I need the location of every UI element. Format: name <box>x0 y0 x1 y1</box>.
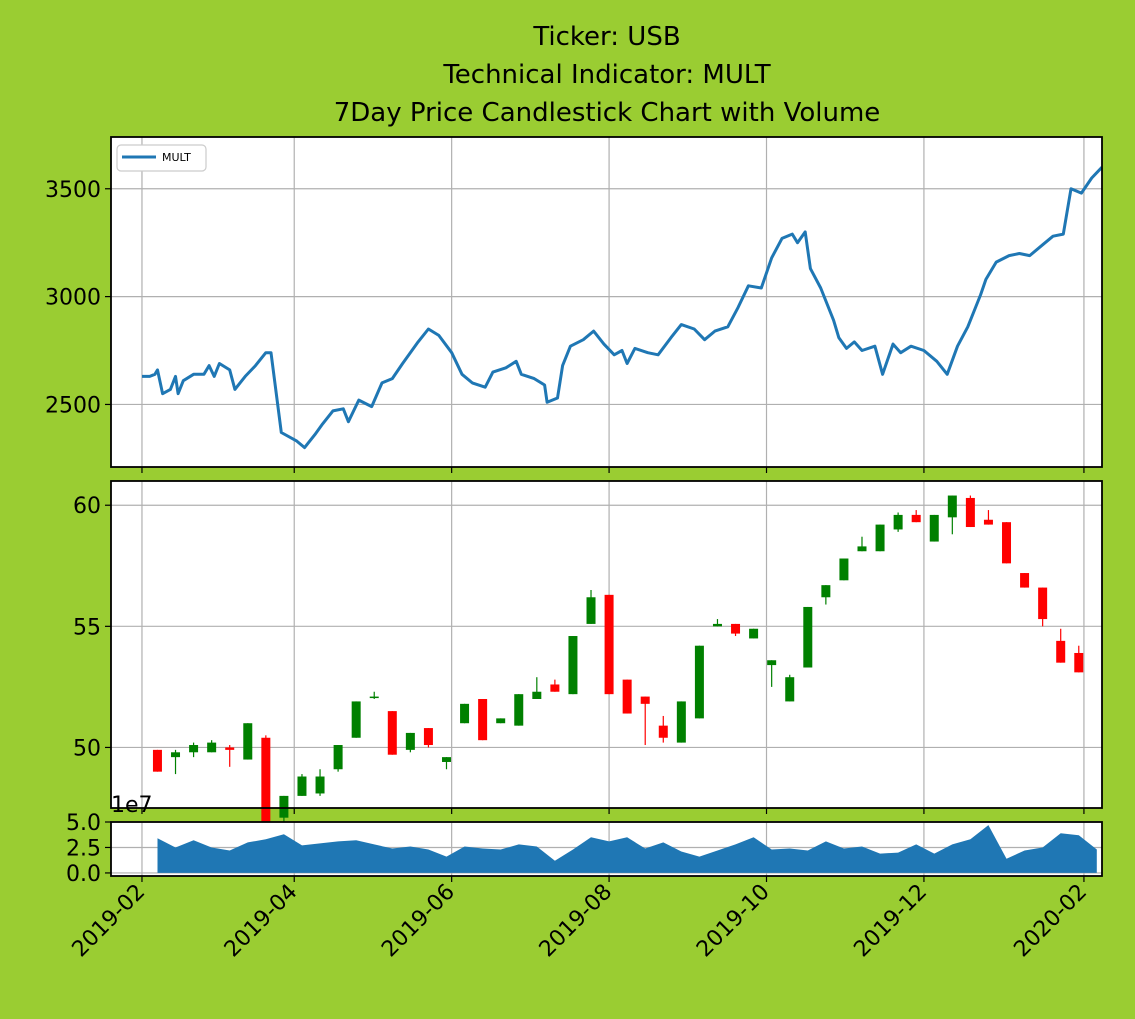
candle-body <box>207 742 217 753</box>
candle-body <box>749 628 759 639</box>
price-y-tick-label: 50 <box>73 736 101 761</box>
x-tick-label: 2019-02 <box>68 880 151 963</box>
candle-body <box>1002 522 1012 564</box>
candle-body <box>731 623 741 634</box>
x-tick-label: 2019-08 <box>535 880 618 963</box>
candle-body <box>1056 640 1066 663</box>
candle-body <box>405 732 415 750</box>
candle-body <box>478 699 488 741</box>
date-axis: 2019-02 2019-04 2019-06 2019-08 2019-10 2019-… <box>68 880 1093 963</box>
candle-body <box>423 728 433 746</box>
candle-body <box>839 558 849 581</box>
x-tick-label: 2019-10 <box>692 880 775 963</box>
candle-body <box>496 718 506 724</box>
candle-body <box>568 636 578 695</box>
mult-series-line <box>142 166 1104 450</box>
candle-body <box>712 623 722 627</box>
candle-body <box>676 701 686 743</box>
candle-body <box>640 696 650 704</box>
candle-body <box>622 679 632 714</box>
candle-body <box>911 514 921 523</box>
candle-body <box>929 514 939 542</box>
legend-box <box>116 144 207 172</box>
candle-body <box>225 747 235 750</box>
indicator-y-tick-label: 3500 <box>45 178 101 203</box>
candle-body <box>333 745 343 770</box>
candle-body <box>387 711 397 755</box>
candle-body <box>189 745 199 753</box>
indicator-panel: 2500 3000 3500 MULT <box>45 136 1104 473</box>
candle-body <box>315 776 325 794</box>
candle-body <box>532 691 542 699</box>
indicator-y-tick-label: 3000 <box>45 286 101 311</box>
volume-area <box>157 825 1097 873</box>
candle-body <box>1074 652 1084 673</box>
candle-body <box>460 703 470 724</box>
volume-y-tick-label: 2.5 <box>66 836 101 861</box>
candle-body <box>171 752 181 758</box>
x-tick-label: 2019-12 <box>849 880 932 963</box>
candle-body <box>857 546 867 552</box>
candle-body <box>875 524 885 552</box>
candle-body <box>441 757 451 762</box>
x-tick-label: 2019-04 <box>220 880 303 963</box>
price-y-tick-label: 55 <box>73 615 101 640</box>
volume-offset-label: 1e7 <box>111 793 153 818</box>
x-tick-label: 2019-06 <box>377 880 460 963</box>
price-y-tick-label: 60 <box>73 494 101 519</box>
volume-frame <box>110 821 1103 877</box>
candle-body <box>965 497 975 528</box>
candle-body <box>586 597 596 624</box>
candle-body <box>152 749 162 772</box>
indicator-frame <box>110 136 1103 468</box>
candle-body <box>785 677 795 702</box>
legend-label-mult: MULT <box>162 151 191 164</box>
volume-y-tick-label: 5.0 <box>66 811 101 836</box>
indicator-y-tick-label: 2500 <box>45 393 101 418</box>
candle-body <box>821 585 831 598</box>
indicator-plot-area <box>111 137 1102 467</box>
candle-body <box>658 725 668 738</box>
chart-title-line-3: 7Day Price Candlestick Chart with Volume <box>334 98 881 128</box>
candle-body <box>893 514 903 530</box>
candle-body <box>369 696 379 699</box>
candle-body <box>983 519 993 525</box>
candle-body <box>279 795 289 818</box>
candle-body <box>514 694 524 726</box>
x-tick-label: 2020-02 <box>1010 880 1093 963</box>
candle-body <box>604 594 614 695</box>
candle-body <box>947 495 957 518</box>
candle-body <box>1020 573 1030 588</box>
chart-title-line-1: Ticker: USB <box>532 22 680 52</box>
price-frame <box>110 480 1103 809</box>
candle-body <box>694 645 704 719</box>
candlestick-panel: 50 55 60 <box>73 480 1103 845</box>
volume-y-tick-label: 0.0 <box>66 862 101 887</box>
volume-panel: 0.02.55.0 1e7 <box>66 793 1103 887</box>
candle-body <box>243 723 253 760</box>
candle-body <box>261 737 271 845</box>
chart-title-line-2: Technical Indicator: MULT <box>442 60 770 90</box>
candle-body <box>297 776 307 796</box>
candle-body <box>767 660 777 666</box>
candle-body <box>1038 587 1048 620</box>
candle-body <box>803 606 813 668</box>
candle-body <box>351 701 361 738</box>
candle-body <box>550 684 560 692</box>
